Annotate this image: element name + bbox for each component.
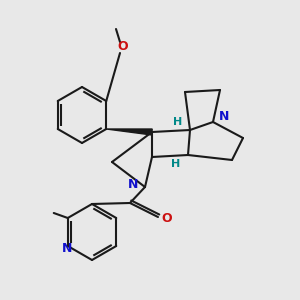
Polygon shape <box>106 129 152 135</box>
Text: N: N <box>219 110 229 124</box>
Text: H: H <box>171 159 181 169</box>
Text: O: O <box>162 212 172 224</box>
Text: H: H <box>173 117 183 127</box>
Text: N: N <box>128 178 138 191</box>
Text: N: N <box>61 242 72 256</box>
Text: O: O <box>118 40 128 52</box>
